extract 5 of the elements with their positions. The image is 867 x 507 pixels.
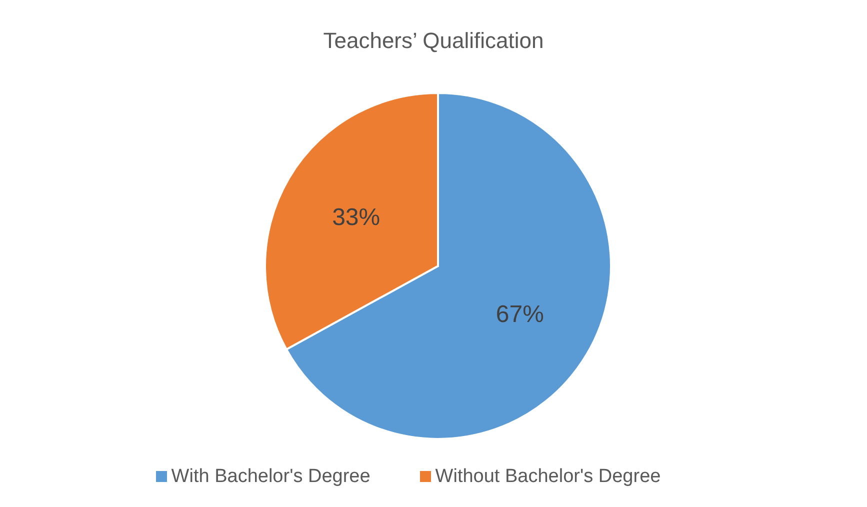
data-label: 67%	[496, 300, 544, 328]
legend-label: With Bachelor's Degree	[171, 466, 370, 487]
data-label: 33%	[332, 204, 380, 232]
chart-title: Teachers’ Qualification	[322, 27, 545, 55]
legend-label: Without Bachelor's Degree	[435, 466, 661, 487]
